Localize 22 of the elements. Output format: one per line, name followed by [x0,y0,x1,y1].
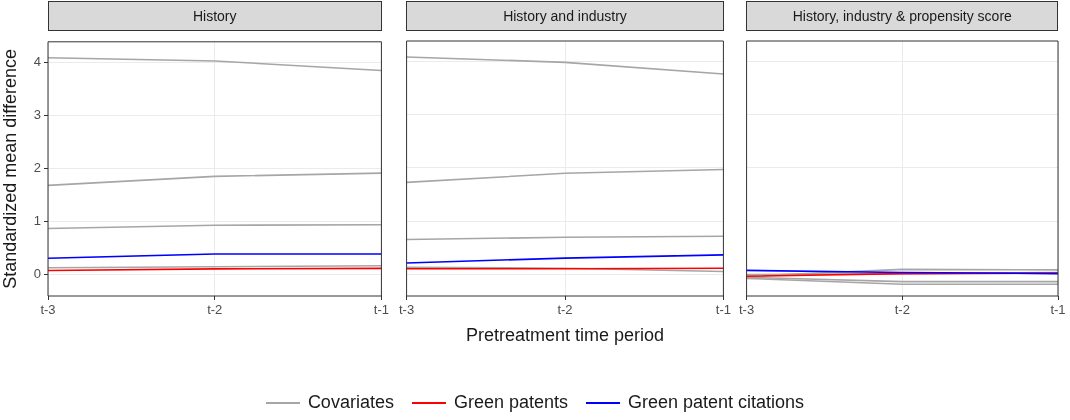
y-tick-label: 3 [33,106,41,122]
y-tick-label: 1 [33,213,41,229]
x-tick-label: t-1 [1050,302,1066,318]
y-tick-label: 2 [33,159,41,175]
x-tick-label: t-2 [894,302,910,318]
y-axis-title: Standardized mean difference [0,48,20,289]
x-tick-label: t-3 [40,302,56,318]
chart-title: History, industry & propensity score [746,1,1059,31]
legend-label: Covariates [307,392,394,413]
x-tick-label: t-2 [557,302,573,318]
chart-title: History and industry [406,1,724,31]
x-tick-label: t-2 [207,302,223,318]
chart-title: History [47,1,382,31]
legend-label: Green patent citations [628,392,805,413]
x-tick-label: t-1 [715,302,731,318]
legend-label: Green patents [453,392,568,413]
y-tick-label: 0 [33,266,41,282]
x-tick-label: t-1 [373,302,389,318]
y-tick-label: 4 [33,53,41,69]
x-axis-title: Pretreatment time period [465,325,665,346]
x-tick-label: t-3 [399,302,415,318]
x-tick-label: t-3 [739,302,755,318]
